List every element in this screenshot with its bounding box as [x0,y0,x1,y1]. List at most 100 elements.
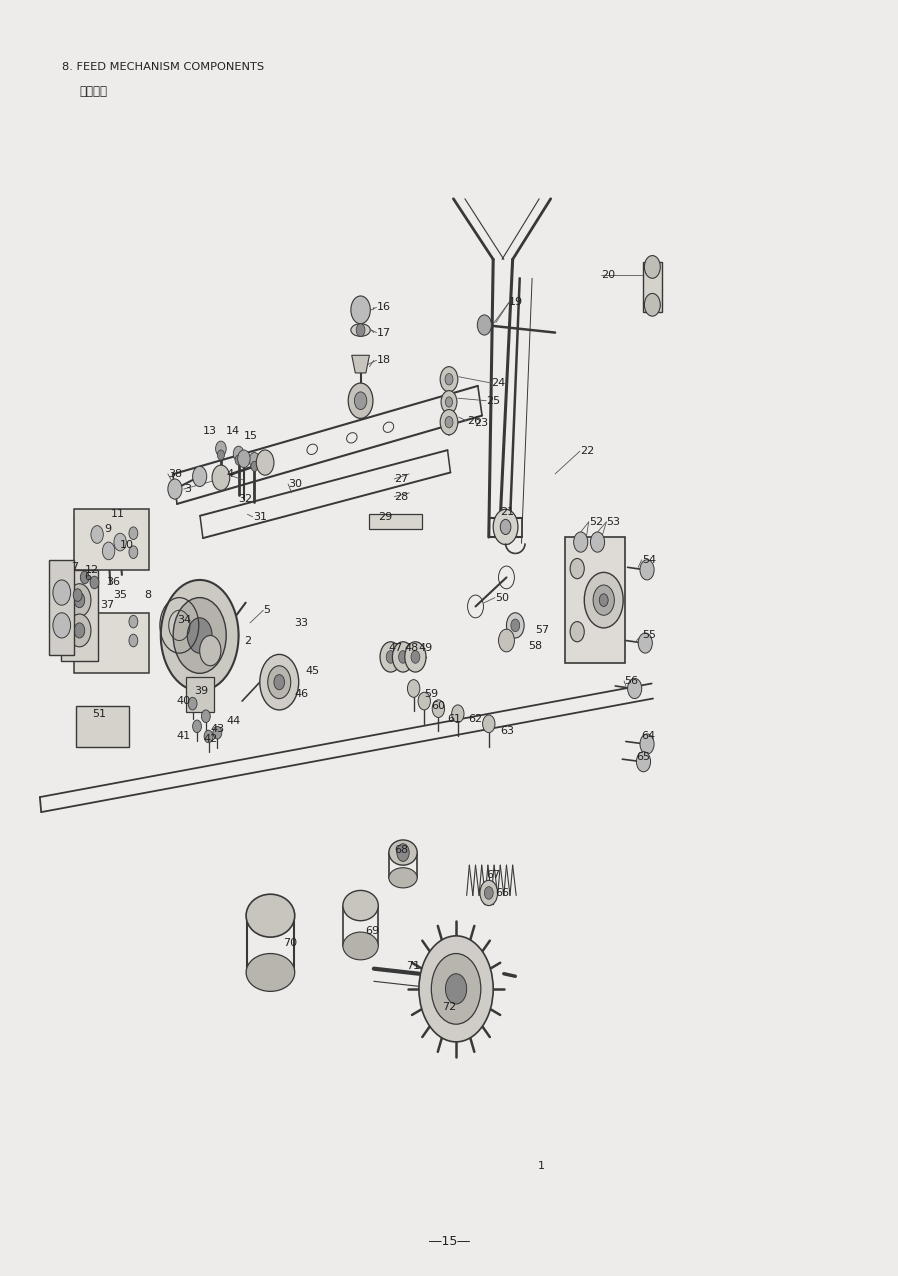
Text: 56: 56 [624,676,638,686]
Circle shape [498,629,515,652]
Circle shape [445,416,453,427]
Text: 40: 40 [177,697,190,706]
Circle shape [380,642,401,672]
Circle shape [493,509,518,545]
Text: 59: 59 [424,689,438,698]
Bar [369,514,422,530]
Circle shape [249,453,260,467]
Circle shape [256,450,274,475]
Text: 13: 13 [203,426,217,436]
Circle shape [445,974,467,1004]
Circle shape [260,655,299,709]
Text: 38: 38 [168,468,182,478]
Circle shape [348,383,373,419]
Text: 29: 29 [378,512,392,522]
Text: 53: 53 [606,517,621,527]
Bar [76,706,129,746]
Circle shape [645,293,660,316]
Text: 3: 3 [184,484,190,494]
Circle shape [129,634,137,647]
Text: ―15―: ―15― [428,1235,470,1248]
Bar [565,537,625,664]
Circle shape [188,618,212,653]
Circle shape [80,572,89,583]
Text: 48: 48 [405,643,419,653]
Text: 11: 11 [111,509,125,519]
Text: 37: 37 [100,600,114,610]
Circle shape [640,734,654,754]
Bar [74,612,149,674]
Text: 32: 32 [239,494,252,504]
Text: 69: 69 [365,926,379,935]
Circle shape [445,397,453,407]
Bar [643,262,662,313]
Circle shape [75,623,84,638]
Circle shape [397,843,409,861]
Text: 21: 21 [500,507,515,517]
Text: 64: 64 [642,731,656,741]
Circle shape [440,366,458,392]
Circle shape [431,953,480,1025]
Text: 送り関係: 送り関係 [79,85,108,98]
Text: 24: 24 [491,378,506,388]
Circle shape [478,315,491,336]
Text: 12: 12 [84,565,99,575]
Text: 60: 60 [431,701,445,711]
Text: 16: 16 [376,302,391,313]
Text: 6: 6 [84,573,92,582]
Text: 8. FEED MECHANISM COMPONENTS: 8. FEED MECHANISM COMPONENTS [62,63,264,73]
Circle shape [192,720,201,732]
Text: 19: 19 [509,297,524,308]
Text: 5: 5 [263,605,270,615]
Circle shape [274,675,285,690]
Circle shape [440,410,458,435]
Text: 71: 71 [407,961,420,971]
Circle shape [441,390,457,413]
Text: 72: 72 [442,1002,456,1012]
Circle shape [351,296,370,324]
Circle shape [91,526,103,544]
Text: 18: 18 [376,355,391,365]
Circle shape [74,588,82,601]
Text: 26: 26 [467,416,480,426]
Text: 17: 17 [376,328,391,338]
Circle shape [638,633,652,653]
Text: 39: 39 [194,686,208,695]
Text: 50: 50 [495,592,509,602]
Ellipse shape [351,324,370,337]
Text: 45: 45 [306,666,320,676]
Ellipse shape [343,931,378,960]
Circle shape [268,666,291,698]
Circle shape [599,593,608,606]
Text: 34: 34 [177,615,190,625]
Text: 23: 23 [474,419,488,429]
Bar [49,560,75,655]
Circle shape [161,581,239,692]
Circle shape [204,730,213,743]
Ellipse shape [246,894,295,937]
Circle shape [102,542,115,560]
Text: 15: 15 [244,431,258,441]
Circle shape [173,597,226,674]
Text: 67: 67 [486,870,500,880]
Circle shape [405,642,426,672]
Text: 66: 66 [495,888,509,898]
Bar [186,678,214,712]
Text: 7: 7 [71,563,78,573]
Text: 57: 57 [535,625,550,635]
Circle shape [90,577,99,588]
Circle shape [484,887,493,900]
Circle shape [355,392,366,410]
Text: 49: 49 [418,643,432,653]
Circle shape [168,478,182,499]
Text: 1: 1 [537,1161,544,1170]
Circle shape [628,679,642,698]
Text: 2: 2 [244,635,251,646]
Polygon shape [352,355,369,373]
Text: 4: 4 [226,468,233,478]
Circle shape [235,456,242,464]
Text: 70: 70 [283,938,297,948]
Circle shape [386,651,395,664]
Text: 31: 31 [252,512,267,522]
Circle shape [217,450,224,461]
